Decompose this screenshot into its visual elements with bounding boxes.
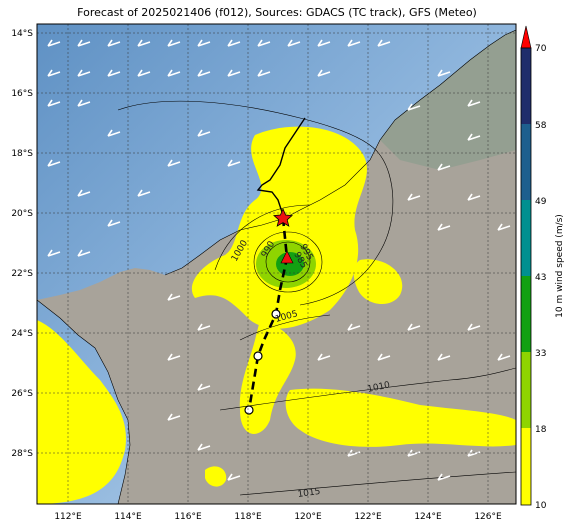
graticule	[37, 24, 516, 504]
lat-tick: 18°S	[11, 149, 33, 159]
lon-tick: 116°E	[174, 512, 202, 522]
colorbar-tick: 10	[535, 501, 547, 511]
colorbar-segment	[521, 276, 531, 352]
track-point-3	[244, 405, 254, 415]
wind-speed-33-43	[276, 252, 304, 276]
lon-tick: 122°E	[354, 512, 382, 522]
latitude-labels: 14°S 16°S 18°S 20°S 22°S 24°S 26°S 28°S	[11, 29, 33, 459]
colorbar-tick: 58	[535, 121, 547, 131]
colorbar-extend-arrow	[520, 25, 532, 49]
lon-tick: 124°E	[414, 512, 442, 522]
colorbar-segment	[521, 200, 531, 276]
track-point-1	[271, 309, 281, 319]
lat-tick: 24°S	[11, 329, 33, 339]
isobar-label-1015: 1015	[297, 487, 321, 500]
lat-tick: 20°S	[11, 209, 33, 219]
map-area: 1000 990 995 985 1005 1010 1015	[37, 24, 516, 504]
colorbar-tick: 70	[535, 44, 547, 54]
colorbar-tick: 49	[535, 197, 547, 207]
lat-tick: 16°S	[11, 89, 33, 99]
colorbar-frame	[520, 47, 532, 506]
colorbar-tick: 18	[535, 425, 547, 435]
lat-tick: 26°S	[11, 389, 33, 399]
colorbar: 10 18 33 43 49 58 70 10 m wind speed (m/…	[520, 25, 565, 511]
lon-tick: 126°E	[474, 512, 502, 522]
coastline	[37, 29, 516, 504]
forecast-track-line	[247, 217, 289, 411]
colorbar-segment	[521, 48, 531, 124]
lat-tick: 28°S	[11, 449, 33, 459]
isobar-lines	[214, 204, 516, 496]
colorbar-tick: 43	[535, 273, 546, 283]
map-title: Forecast of 2025021406 (f012), Sources: …	[77, 6, 477, 19]
lon-tick: 112°E	[54, 512, 82, 522]
map-frame	[36, 23, 517, 505]
longitude-labels: 112°E 114°E 116°E 118°E 120°E 122°E 124°…	[54, 512, 502, 522]
lat-tick: 14°S	[11, 29, 33, 39]
lon-tick: 114°E	[114, 512, 142, 522]
land-north	[380, 30, 516, 170]
lon-tick: 120°E	[294, 512, 322, 522]
current-position-star	[273, 207, 293, 227]
colorbar-segment	[521, 124, 531, 200]
colorbar-segment	[521, 352, 531, 428]
track-point-2	[253, 351, 263, 361]
isobar-label-1010: 1010	[367, 380, 392, 395]
past-track-line	[256, 117, 306, 219]
colorbar-segment	[521, 428, 531, 505]
colorbar-tick: 33	[535, 349, 546, 359]
wind-barbs	[47, 39, 511, 481]
lon-tick: 118°E	[234, 512, 262, 522]
lat-tick: 22°S	[11, 269, 33, 279]
colorbar-label: 10 m wind speed (m/s)	[555, 214, 565, 318]
forecast-position-triangle	[280, 250, 294, 264]
